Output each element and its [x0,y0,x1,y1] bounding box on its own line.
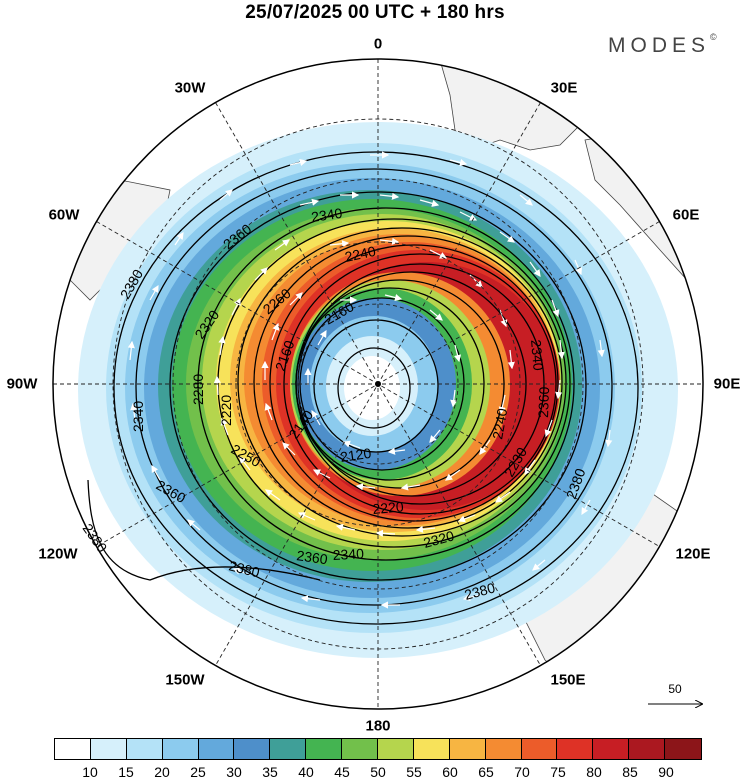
contour-label: 2320 [422,527,456,551]
colorbar-cell [162,739,199,759]
colorbar-tick-label: 40 [298,764,314,780]
colorbar-cell [198,739,235,759]
colorbar-tick-label: 20 [154,764,170,780]
vector-scale-legend: 50 [640,680,710,720]
contour-label: 2340 [310,205,343,225]
colorbar-tick-label: 55 [406,764,422,780]
colorbar-cell [234,739,271,759]
contour-label: 2280 [190,374,206,405]
colorbar-cell [557,739,594,759]
contour-label: 2340 [528,339,547,372]
colorbar-cell [378,739,414,759]
colorbar-tick-label: 75 [550,764,566,780]
contour-label: 2240 [343,243,377,265]
colorbar-tick-label: 35 [262,764,278,780]
lon-label-150w: 150W [165,671,205,689]
colorbar-cell [449,739,486,759]
lon-label-60w: 60W [48,206,80,224]
colorbar-cell [270,739,307,759]
colorbar-cell [126,739,163,759]
contour-label: 2360 [535,386,552,418]
map-border [52,58,704,710]
colorbar-tick-label: 10 [82,764,98,780]
colorbar-tick-label: 90 [658,764,674,780]
contour-label: 2340 [332,545,364,563]
colorbar-cell [90,739,127,759]
contour-label: 2380 [463,579,497,603]
lon-label-180: 180 [365,717,391,735]
vector-scale-label: 50 [668,682,682,696]
lon-label-120w: 120W [38,545,78,563]
colorbar-tick-label: 25 [190,764,206,780]
colorbar-tick-label: 15 [118,764,134,780]
colorbar-tick-label: 85 [622,764,638,780]
colorbar-cell [55,739,91,759]
colorbar-tick-label: 30 [226,764,242,780]
pole-marker [375,381,381,387]
wind-vectors [127,151,613,609]
colorbar-cell [306,739,343,759]
colorbar-tick-label: 45 [334,764,350,780]
colorbar-tick-label: 60 [442,764,458,780]
lon-label-120e: 120E [675,545,711,563]
lon-label-30w: 30W [174,79,206,97]
contour-label: 2220 [218,395,234,426]
lon-label-60e: 60E [672,206,700,224]
brand-logo: MODES© [608,32,717,57]
colorbar-tick-label: 70 [514,764,530,780]
colorbar-cell [485,739,522,759]
lon-label-150e: 150E [550,671,586,689]
lon-label-30e: 30E [550,79,578,97]
map-title: 25/07/2025 00 UTC + 180 hrs [245,2,505,23]
contour-label: 2220 [372,498,405,517]
colorbar-cell [629,739,666,759]
contour-label: 2380 [227,557,261,580]
colorbar-cell [593,739,630,759]
colorbar-tick-label: 50 [370,764,386,780]
polar-map: 2120 2140 2160 2160 2220 2220 2230 2240 … [52,58,704,710]
lon-label-90w: 90W [6,375,38,393]
colorbar-cell [413,739,450,759]
contour-label: 2340 [130,401,146,432]
colorbar [54,738,702,760]
contour-label: 2380 [80,521,111,556]
colorbar-tick-label: 80 [586,764,602,780]
colorbar-cell [665,739,702,759]
contour-label: 2120 [339,445,372,465]
colorbar-cell [521,739,558,759]
contour-label: 2240 [489,407,510,441]
lon-label-0: 0 [373,35,383,53]
lon-label-90e: 90E [713,375,741,393]
colorbar-tick-label: 65 [478,764,494,780]
colorbar-cell [342,739,379,759]
contour-label: 2360 [296,547,329,567]
